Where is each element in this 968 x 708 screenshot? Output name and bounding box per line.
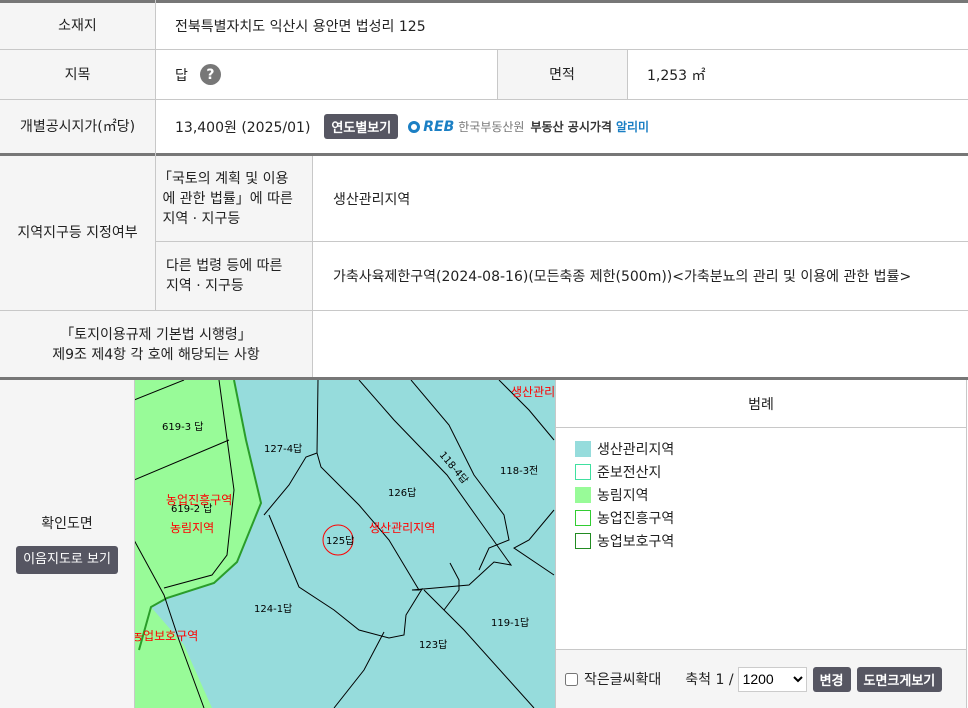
legend-label: 생산관리지역 (597, 441, 675, 458)
parcel-label: 119-1답 (491, 617, 529, 629)
reb-logo-icon (408, 120, 421, 133)
legend-swatch (575, 463, 591, 480)
enforcement-label: 「토지이용규제 기본법 시행령」 제9조 제4항 각 호에 해당되는 사항 (0, 311, 312, 378)
map-label: 확인도면 (41, 516, 93, 532)
parcel-label: 619-3 답 (162, 421, 203, 433)
legend-label: 농림지역 (597, 487, 649, 504)
zone-label: 농업보호구역 (134, 629, 198, 643)
zone-label: 농업진흥구역 (166, 493, 232, 507)
parcel-label: 126답 (388, 487, 416, 499)
question-icon[interactable]: ? (199, 64, 221, 85)
legend-swatch (575, 509, 591, 526)
scale-label: 축척 1 / (685, 672, 734, 688)
reb-alimi: 알리미 (615, 120, 650, 134)
legend-label: 농업보호구역 (597, 533, 675, 550)
price-cell: 13,400원 (2025/01) 연도별보기 REB 한국부동산원 부동산 공… (155, 100, 968, 153)
parcel-label: 118-3전 (500, 465, 538, 477)
reb-service: 부동산 공시가격 (530, 120, 612, 134)
other-law-value: 가축사육제한구역(2024-08-16)(모든축종 제한(500m))<가축분뇨… (333, 269, 912, 285)
map-controls: 작은글씨확대 축척 1 / 1200 변경 도면크게보기 (556, 649, 966, 708)
parcel-map[interactable]: 619-3 답 127-4답 118-4답 118-3전 126답 619-2 … (134, 380, 556, 708)
legend-swatch (575, 440, 591, 457)
location-label: 소재지 (0, 3, 155, 49)
parcel-label: 619-2 답 (171, 503, 212, 515)
open-map-button[interactable]: 이음지도로 보기 (16, 546, 118, 574)
small-text-checkbox[interactable] (565, 672, 578, 686)
change-scale-button[interactable]: 변경 (812, 666, 851, 692)
location-value: 전북특별자치도 익산시 용안면 법성리 125 (175, 19, 426, 35)
small-text-label[interactable]: 작은글씨확대 (584, 672, 662, 688)
land-category-value: 답 (175, 67, 188, 84)
land-category-label: 지목 (0, 50, 155, 99)
legend-swatch (575, 486, 591, 503)
area-value: 1,253 ㎡ (647, 67, 706, 84)
parcel-label: 124-1답 (254, 603, 292, 615)
price-value: 13,400원 (2025/01) (175, 119, 311, 136)
area-label: 면적 (497, 50, 627, 99)
parcel-label: 123답 (419, 639, 447, 651)
parcel-label: 125답 (326, 535, 354, 547)
reb-org: 한국부동산원 (458, 120, 525, 134)
land-category-cell: 답 ? (155, 50, 497, 99)
price-label: 개별공시지가(㎡당) (0, 100, 155, 153)
legend-swatch (575, 532, 591, 549)
legend-item: 농업진흥구역 (575, 506, 674, 529)
national-law-label: 「국토의 계획 및 이용 에 관한 법률」에 따른 지역 · 지구등 (156, 156, 312, 241)
zone-label: 농림지역 (170, 521, 214, 535)
national-law-value: 생산관리지역 (333, 191, 411, 208)
scale-select[interactable]: 1200 (737, 666, 807, 692)
legend-item: 준보전산지 (575, 460, 674, 483)
yearly-view-button[interactable]: 연도별보기 (324, 114, 399, 139)
zoning-label: 지역지구등 지정여부 (0, 156, 155, 310)
legend-label: 준보전산지 (597, 464, 662, 481)
enlarge-map-button[interactable]: 도면크게보기 (856, 666, 943, 692)
other-law-label: 다른 법령 등에 따른 지역 · 지구등 (156, 242, 312, 310)
parcel-label: 127-4답 (264, 443, 302, 455)
legend-item: 농업보호구역 (575, 529, 674, 552)
reb-link[interactable]: REB 한국부동산원 부동산 공시가격 알리미 (408, 118, 649, 135)
map-label-cell: 확인도면 이음지도로 보기 (0, 380, 134, 708)
legend-item: 농림지역 (575, 483, 674, 506)
legend-label: 농업진흥구역 (597, 510, 675, 527)
zone-label: 생산관리 (511, 385, 555, 399)
agri-forest-area (134, 380, 261, 708)
reb-logo: REB (423, 118, 455, 135)
legend-item: 생산관리지역 (575, 437, 674, 460)
legend-title: 범례 (556, 380, 966, 428)
enforcement-value (313, 311, 968, 378)
zone-label: 생산관리지역 (369, 521, 435, 535)
